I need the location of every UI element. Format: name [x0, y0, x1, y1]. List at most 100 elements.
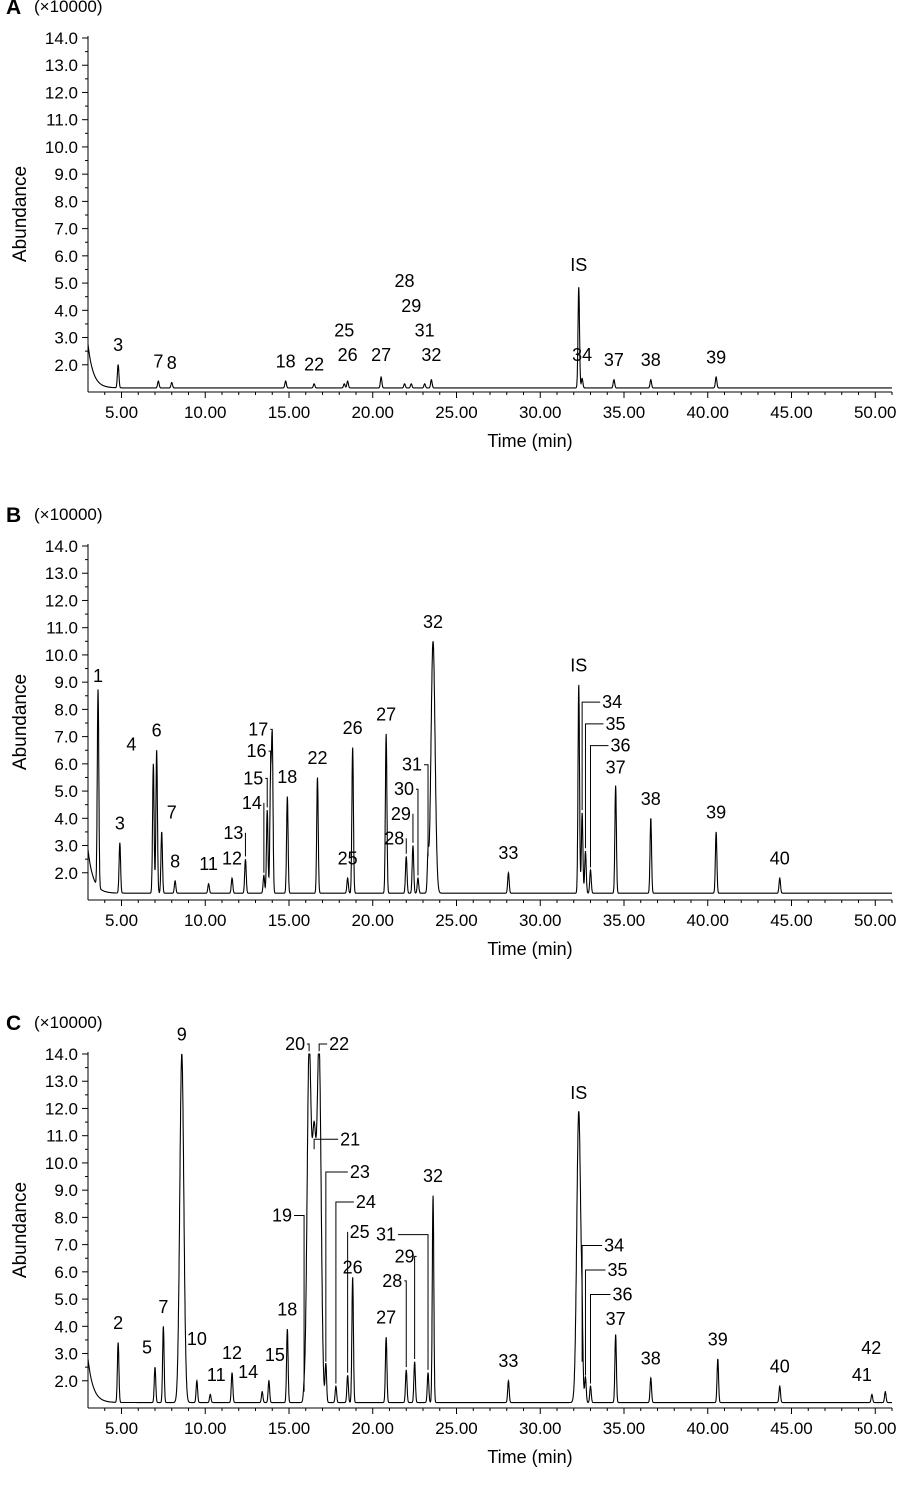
peak-label: 38: [641, 350, 661, 370]
y-tick-label: 14.0: [45, 1045, 78, 1064]
peak-label: 32: [421, 345, 441, 365]
peak-label: 1: [93, 666, 103, 686]
y-tick-label: 4.0: [54, 301, 78, 320]
x-tick-label: 40.00: [686, 403, 729, 422]
peak-leader-line: [313, 1138, 339, 1150]
peak-label: IS: [570, 1083, 587, 1103]
y-tick-label: 11.0: [46, 111, 78, 130]
panel-c-scale-label: (×10000): [34, 1013, 103, 1032]
peak-label: IS: [570, 255, 587, 275]
x-tick-label: 15.00: [268, 403, 311, 422]
peak-label: 3: [115, 813, 125, 833]
chart-b-svg: 2.0 3.0 4.0 5.0 6.0 7.0 8.0 9.0 10.0 11.0 12.0 13.0…: [10, 537, 897, 959]
y-tick-label: 2.0: [54, 864, 78, 883]
peak-label: 8: [167, 353, 177, 373]
peak-leader-line: [590, 745, 609, 868]
peak-label: 19: [272, 1206, 292, 1226]
peak-leader-line: [415, 788, 419, 876]
peak-label: 34: [602, 692, 622, 712]
peak-label: 34: [604, 1236, 624, 1256]
peak-label: 28: [395, 271, 415, 291]
peak-leader-line: [398, 1234, 429, 1370]
peak-label: 29: [391, 804, 411, 824]
x-tick-label: 10.00: [184, 1419, 227, 1438]
peak-label: 32: [423, 612, 443, 632]
chart-c-svg: 2.0 3.0 4.0 5.0 6.0 7.0 8.0 9.0 10.0 11.0 12.0 13.0…: [10, 1024, 897, 1467]
y-tick-label: 12.0: [45, 1099, 78, 1118]
peak-label: 36: [612, 1285, 632, 1305]
peak-label: 14: [242, 793, 262, 813]
peak-label: 5: [142, 1338, 152, 1358]
peak-label: 26: [343, 718, 363, 738]
peak-label: 33: [498, 843, 518, 863]
peak-label: 3: [113, 335, 123, 355]
x-axis-title: Time (min): [487, 939, 572, 959]
peak-label: 11: [199, 854, 218, 874]
peak-label: 41: [852, 1365, 872, 1385]
y-tick-label: 13.0: [45, 564, 78, 583]
peak-label: 12: [222, 849, 242, 869]
y-tick-label: 6.0: [54, 1263, 78, 1282]
peak-label: 29: [401, 296, 421, 316]
peak-label: 7: [167, 802, 177, 822]
panel-c-label: C: [6, 1012, 22, 1035]
peak-label: 15: [265, 1345, 285, 1365]
chromatogram-panel-b: 2.0 3.0 4.0 5.0 6.0 7.0 8.0 9.0 10.0 11.0 12.0 13.0…: [0, 504, 900, 998]
x-tick-label: 35.00: [603, 1419, 646, 1438]
chromatogram-trace: [87, 641, 892, 894]
x-tick-label: 50.00: [854, 403, 897, 422]
peak-label: 7: [153, 352, 163, 372]
peak-label: 2: [113, 1313, 123, 1333]
peak-label: 25: [350, 1222, 370, 1242]
x-tick-label: 15.00: [268, 911, 311, 930]
y-tick-label: 5.0: [54, 1290, 78, 1309]
x-axis-title: Time (min): [487, 431, 572, 451]
y-tick-label: 3.0: [54, 837, 78, 856]
y-tick-label: 4.0: [54, 1317, 78, 1336]
y-tick-label: 7.0: [54, 728, 78, 747]
y-tick-label: 8.0: [54, 1208, 78, 1227]
peak-leader-line: [584, 723, 604, 849]
y-tick-label: 13.0: [45, 56, 78, 75]
peak-label: 22: [329, 1034, 349, 1054]
y-tick-label: 11.0: [46, 1127, 78, 1146]
peak-label: 21: [340, 1129, 360, 1149]
peak-leader-line: [584, 1269, 606, 1376]
peak-label: 16: [247, 741, 267, 761]
peak-leader-line: [318, 1043, 328, 1052]
peak-label: 20: [285, 1034, 305, 1054]
peak-label: 29: [395, 1246, 415, 1266]
y-tick-label: 2.0: [54, 1372, 78, 1391]
y-tick-label: 9.0: [54, 673, 78, 692]
x-tick-label: 15.00: [268, 1419, 311, 1438]
y-axis-title: Abundance: [10, 166, 31, 262]
peak-label: 17: [248, 719, 268, 739]
peak-label: 11: [207, 1365, 226, 1385]
peak-label: 38: [641, 789, 661, 809]
peak-label: 14: [238, 1362, 258, 1382]
peak-label: 23: [350, 1162, 370, 1182]
peak-label: 22: [304, 354, 324, 374]
y-tick-label: 4.0: [54, 809, 78, 828]
peak-label: 33: [498, 1351, 518, 1371]
peak-label: 42: [861, 1338, 881, 1358]
peak-label: 12: [222, 1343, 242, 1363]
x-tick-label: 45.00: [770, 403, 813, 422]
peak-label: 18: [277, 767, 297, 787]
peak-leader-line: [294, 1215, 305, 1392]
peak-label: 31: [415, 320, 435, 340]
peak-label: 15: [243, 768, 263, 788]
y-axis-title: Abundance: [10, 674, 31, 770]
y-tick-label: 7.0: [54, 220, 78, 239]
peak-leader-line: [424, 764, 429, 857]
peak-leader-line: [307, 1043, 310, 1052]
x-tick-label: 30.00: [519, 911, 562, 930]
peak-label: 13: [223, 823, 243, 843]
peak-label: 24: [356, 1192, 376, 1212]
peak-leader-line: [325, 1171, 348, 1362]
x-tick-label: 50.00: [854, 1419, 897, 1438]
peak-label: 26: [343, 1257, 363, 1277]
chromatogram-trace: [87, 287, 892, 389]
y-tick-label: 5.0: [54, 782, 78, 801]
x-tick-label: 10.00: [184, 911, 227, 930]
